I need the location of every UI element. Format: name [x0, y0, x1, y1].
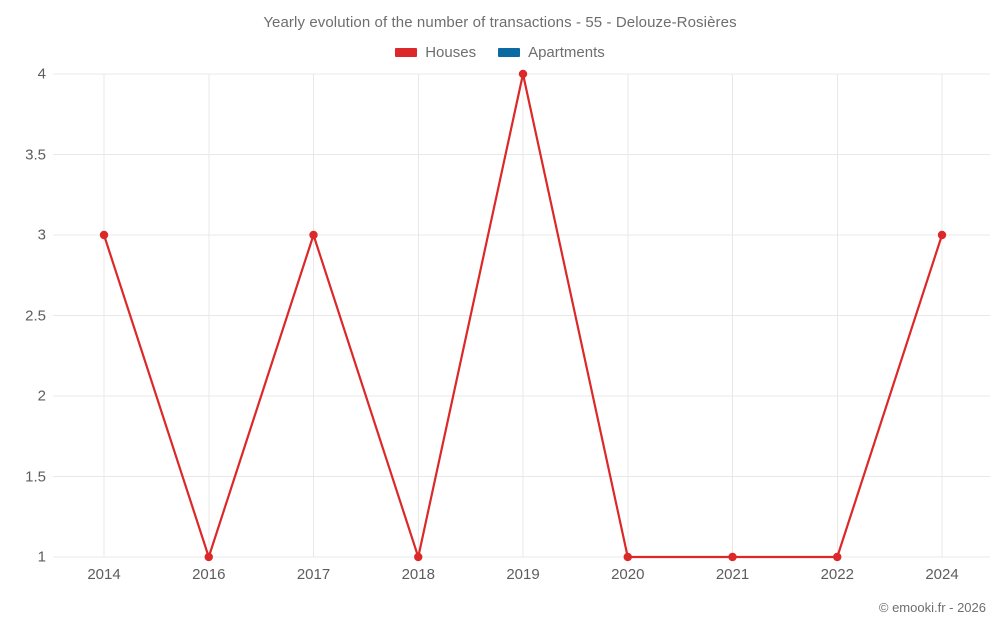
x-tick-label: 2016 — [192, 566, 226, 583]
x-tick-label: 2018 — [401, 566, 435, 583]
legend-swatch-apartments-icon — [498, 48, 521, 57]
x-tick-label: 2022 — [820, 566, 854, 583]
x-tick-label: 2014 — [87, 566, 121, 583]
chart-title: Yearly evolution of the number of transa… — [263, 14, 737, 31]
legend-swatch-houses-icon — [395, 48, 418, 57]
x-tick-label: 2019 — [506, 566, 540, 583]
chart-credit: © emooki.fr - 2026 — [878, 600, 986, 615]
y-tick-label: 1.5 — [25, 468, 46, 485]
x-tick-label: 2021 — [715, 566, 750, 583]
legend-label-apartments: Apartments — [528, 44, 605, 61]
chart-legend: Houses Apartments — [0, 44, 1000, 61]
x-tick-label: 2020 — [611, 566, 645, 583]
plot-area — [53, 69, 990, 562]
y-tick-label: 3.5 — [25, 146, 46, 163]
y-tick-label: 2.5 — [25, 307, 46, 324]
y-axis: 1 1.5 2 2.5 3 3.5 4 — [0, 0, 46, 625]
data-series-layer — [99, 69, 947, 562]
y-tick-label: 3 — [37, 226, 46, 244]
y-tick-label: 1 — [37, 548, 46, 566]
legend-item-houses[interactable]: Houses — [395, 44, 476, 61]
legend-label-houses: Houses — [425, 44, 477, 61]
y-tick-label: 2 — [37, 387, 46, 405]
legend-item-apartments[interactable]: Apartments — [498, 44, 605, 61]
y-tick-label: 4 — [37, 65, 46, 83]
x-tick-label: 2017 — [296, 566, 331, 583]
x-tick-label: 2024 — [925, 566, 959, 583]
